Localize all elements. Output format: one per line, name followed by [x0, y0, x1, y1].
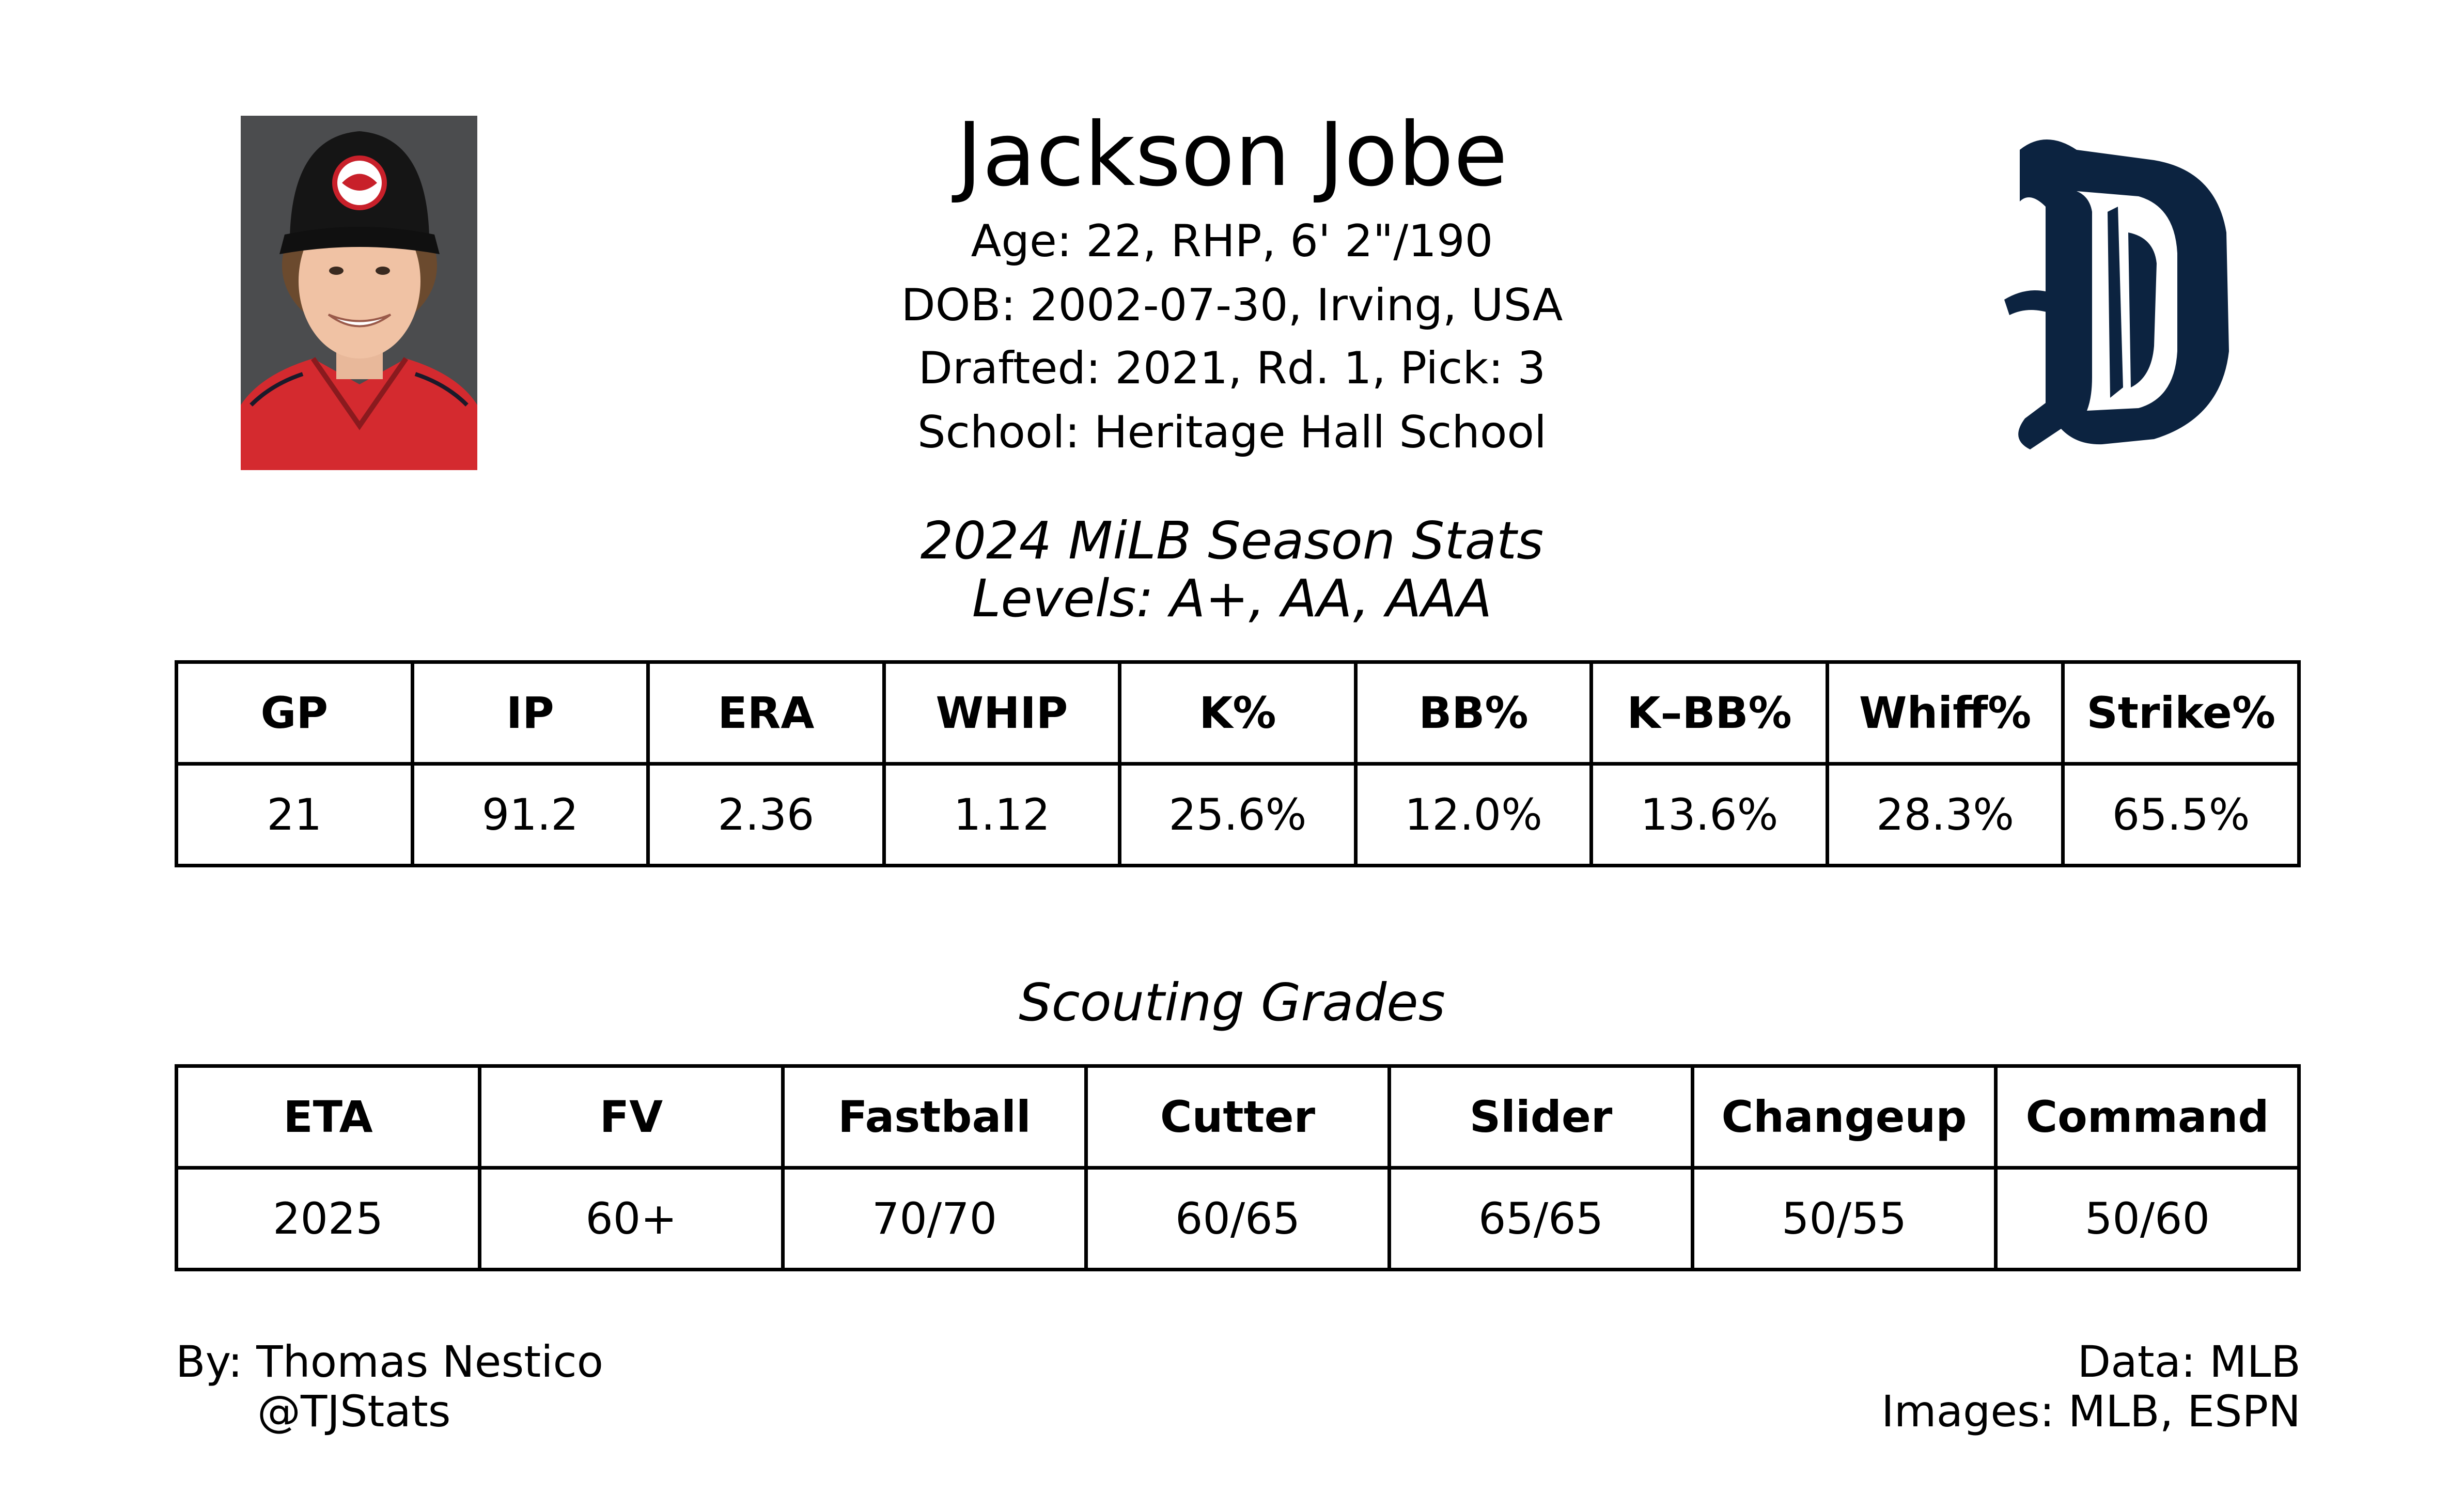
grades-header-row: ETA FV Fastball Cutter Slider Changeup C…	[175, 1064, 2301, 1170]
bio-dob-line: DOB: 2002-07-30, Irving, USA	[901, 279, 1563, 331]
stats-value-strike-pct: 65.5%	[2061, 762, 2301, 867]
stats-value-era: 2.36	[646, 762, 886, 867]
bio-school-line: School: Heritage Hall School	[917, 407, 1547, 458]
grades-header-cutter: Cutter	[1084, 1064, 1391, 1170]
credit-author: By: Thomas Nestico	[176, 1336, 604, 1387]
grades-header-fastball: Fastball	[781, 1064, 1088, 1170]
grades-header-fv: FV	[478, 1064, 785, 1170]
scouting-grades-title: Scouting Grades	[1019, 972, 1445, 1033]
credit-handle: @TJStats	[257, 1386, 451, 1437]
scouting-grades-table: ETA FV Fastball Cutter Slider Changeup C…	[175, 1064, 2301, 1271]
grades-value-changeup: 50/55	[1691, 1166, 1998, 1271]
grades-value-command: 50/60	[1994, 1166, 2301, 1271]
grades-value-eta: 2025	[175, 1166, 481, 1271]
stats-header-row: GP IP ERA WHIP K% BB% K–BB% Whiff% Strik…	[175, 660, 2301, 766]
stats-header-bb-pct: BB%	[1353, 660, 1594, 766]
bio-age-line: Age: 22, RHP, 6' 2"/190	[971, 215, 1493, 267]
grades-header-changeup: Changeup	[1691, 1064, 1998, 1170]
grades-header-slider: Slider	[1387, 1064, 1694, 1170]
credit-image-source: Images: MLB, ESPN	[1881, 1386, 2301, 1437]
stats-header-ip: IP	[410, 660, 650, 766]
grades-value-fv: 60+	[478, 1166, 785, 1271]
stats-value-row: 21 91.2 2.36 1.12 25.6% 12.0% 13.6% 28.3…	[175, 762, 2301, 867]
grades-value-row: 2025 60+ 70/70 60/65 65/65 50/55 50/60	[175, 1166, 2301, 1271]
grades-header-command: Command	[1994, 1064, 2301, 1170]
grades-value-cutter: 60/65	[1084, 1166, 1391, 1271]
tigers-d-logo	[1999, 129, 2237, 460]
stats-header-strike-pct: Strike%	[2061, 660, 2301, 766]
stats-value-bb-pct: 12.0%	[1353, 762, 1594, 867]
season-stats-title: 2024 MiLB Season Stats	[920, 510, 1544, 571]
stats-header-whip: WHIP	[882, 660, 1122, 766]
stats-value-whiff-pct: 28.3%	[1825, 762, 2065, 867]
stats-value-gp: 21	[175, 762, 414, 867]
stats-value-whip: 1.12	[882, 762, 1122, 867]
stats-header-era: ERA	[646, 660, 886, 766]
stats-header-k-pct: K%	[1118, 660, 1358, 766]
stats-value-ip: 91.2	[410, 762, 650, 867]
bio-draft-line: Drafted: 2021, Rd. 1, Pick: 3	[918, 343, 1546, 394]
grades-value-fastball: 70/70	[781, 1166, 1088, 1271]
stats-header-whiff-pct: Whiff%	[1825, 660, 2065, 766]
season-levels: Levels: A+, AA, AAA	[972, 568, 1492, 629]
stats-value-k-pct: 25.6%	[1118, 762, 1358, 867]
grades-header-eta: ETA	[175, 1064, 481, 1170]
credit-data-source: Data: MLB	[2077, 1336, 2301, 1387]
grades-value-slider: 65/65	[1387, 1166, 1694, 1271]
player-name: Jackson Jobe	[956, 104, 1508, 206]
stats-header-gp: GP	[175, 660, 414, 766]
stats-header-k-bb-pct: K–BB%	[1589, 660, 1829, 766]
player-headshot	[241, 116, 477, 470]
season-stats-table: GP IP ERA WHIP K% BB% K–BB% Whiff% Strik…	[175, 660, 2301, 867]
stats-value-k-bb-pct: 13.6%	[1589, 762, 1829, 867]
